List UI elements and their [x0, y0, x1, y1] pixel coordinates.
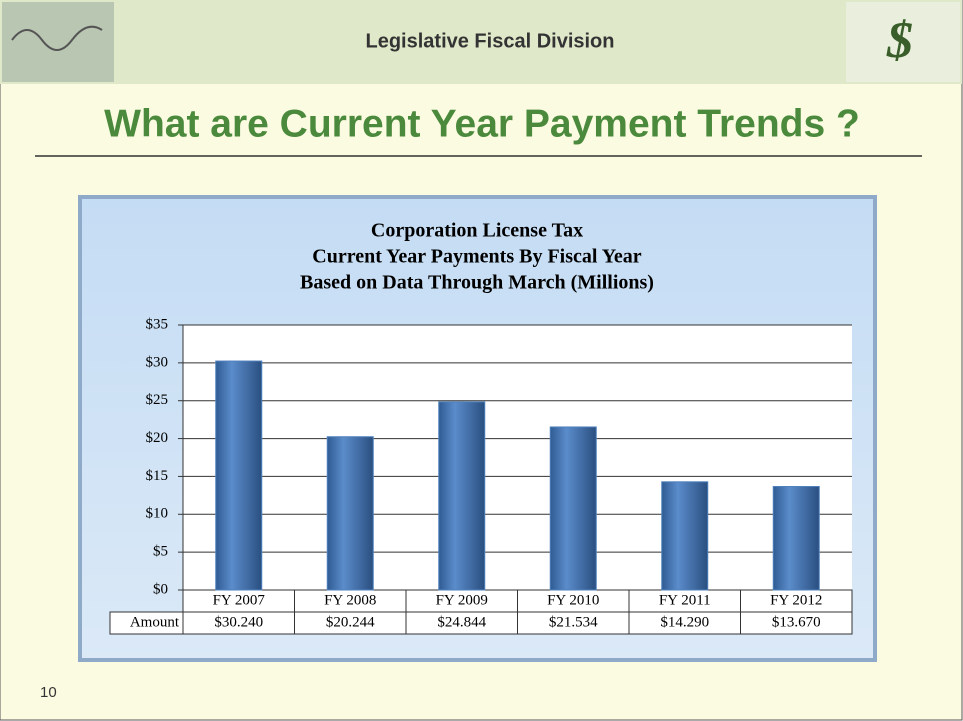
image-squiggle: [11, 25, 103, 51]
header-image-right: [846, 2, 960, 82]
y-tick-label: $25: [146, 392, 169, 408]
bar: [549, 426, 597, 591]
chart-title: Current Year Payments By Fiscal Year: [312, 246, 642, 268]
dollar-icon: $: [886, 12, 913, 69]
x-tick-label: FY 2012: [770, 592, 822, 608]
y-tick-label: $20: [146, 430, 169, 446]
bar: [772, 485, 820, 591]
slide-title: What are Current Year Payment Trends ?: [104, 102, 860, 145]
bar: [661, 481, 709, 591]
chart: Corporation License Tax Current Year Paym…: [109, 220, 853, 635]
bar: [326, 436, 374, 591]
y-tick-label: $35: [146, 316, 169, 332]
header-image-left: [2, 2, 114, 82]
y-tick-label: $30: [146, 354, 169, 370]
y-tick-label: $5: [153, 544, 168, 560]
chart-title: Based on Data Through March (Millions): [300, 272, 654, 294]
chart-title: Corporation License Tax: [371, 220, 583, 242]
data-label: $30.240: [214, 614, 263, 630]
y-tick-label: $10: [146, 506, 169, 522]
x-tick-label: FY 2008: [324, 592, 376, 608]
plot-area: [183, 325, 852, 590]
x-tick-label: FY 2009: [436, 592, 488, 608]
x-tick-label: FY 2007: [213, 592, 266, 608]
data-label: $13.670: [772, 614, 821, 630]
bar: [215, 360, 263, 591]
page-number: 10: [40, 684, 57, 701]
data-label: $20.244: [326, 614, 375, 630]
y-tick-label: $0: [153, 581, 168, 597]
data-label: $21.534: [549, 614, 598, 630]
header-band: [0, 0, 962, 84]
x-tick-label: FY 2011: [659, 592, 711, 608]
bar: [438, 401, 486, 591]
header-title: Legislative Fiscal Division: [366, 30, 615, 52]
data-label: $14.290: [660, 614, 709, 630]
data-label: $24.844: [437, 614, 486, 630]
legend-label: Amount: [130, 614, 180, 630]
y-tick-label: $15: [146, 468, 169, 484]
x-tick-label: FY 2010: [547, 592, 599, 608]
